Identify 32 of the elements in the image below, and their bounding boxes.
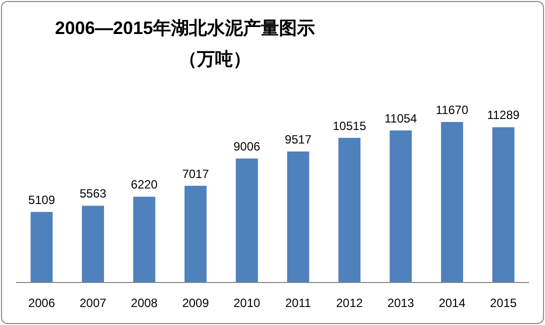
bar: [82, 206, 104, 282]
data-label: 5563: [80, 186, 107, 201]
data-label: 11670: [436, 103, 469, 117]
bar: [133, 196, 156, 282]
x-tick-label: 2010: [234, 296, 261, 310]
x-tick-label: 2015: [490, 296, 518, 310]
bar: [492, 127, 514, 282]
data-label: 11289: [487, 108, 520, 122]
bar: [184, 186, 207, 282]
x-tick-label: 2013: [387, 296, 414, 310]
x-tick-label: 2014: [438, 296, 466, 310]
bar: [30, 212, 53, 282]
data-label: 9517: [284, 132, 312, 147]
chart-subtitle: （万吨）: [179, 49, 251, 69]
bar: [441, 122, 464, 282]
x-tick-label: 2009: [182, 296, 210, 310]
data-label: 10515: [332, 118, 366, 133]
bar: [338, 138, 360, 282]
chart-title: 2006—2015年湖北水泥产量图示: [54, 18, 316, 38]
data-label: 7017: [182, 166, 210, 181]
data-label: 6220: [130, 178, 158, 192]
x-tick-label: 2008: [130, 296, 158, 310]
data-label: 11054: [384, 111, 418, 126]
x-tick-label: 2006: [28, 296, 56, 310]
x-tick-label: 2012: [336, 296, 364, 310]
x-tick-label: 2007: [80, 296, 107, 310]
x-tick-label: 2011: [285, 296, 312, 310]
data-label: 5109: [28, 192, 56, 207]
bar: [236, 158, 258, 282]
data-label: 9006: [234, 140, 261, 154]
bar: [390, 130, 412, 282]
bar: [287, 152, 310, 282]
